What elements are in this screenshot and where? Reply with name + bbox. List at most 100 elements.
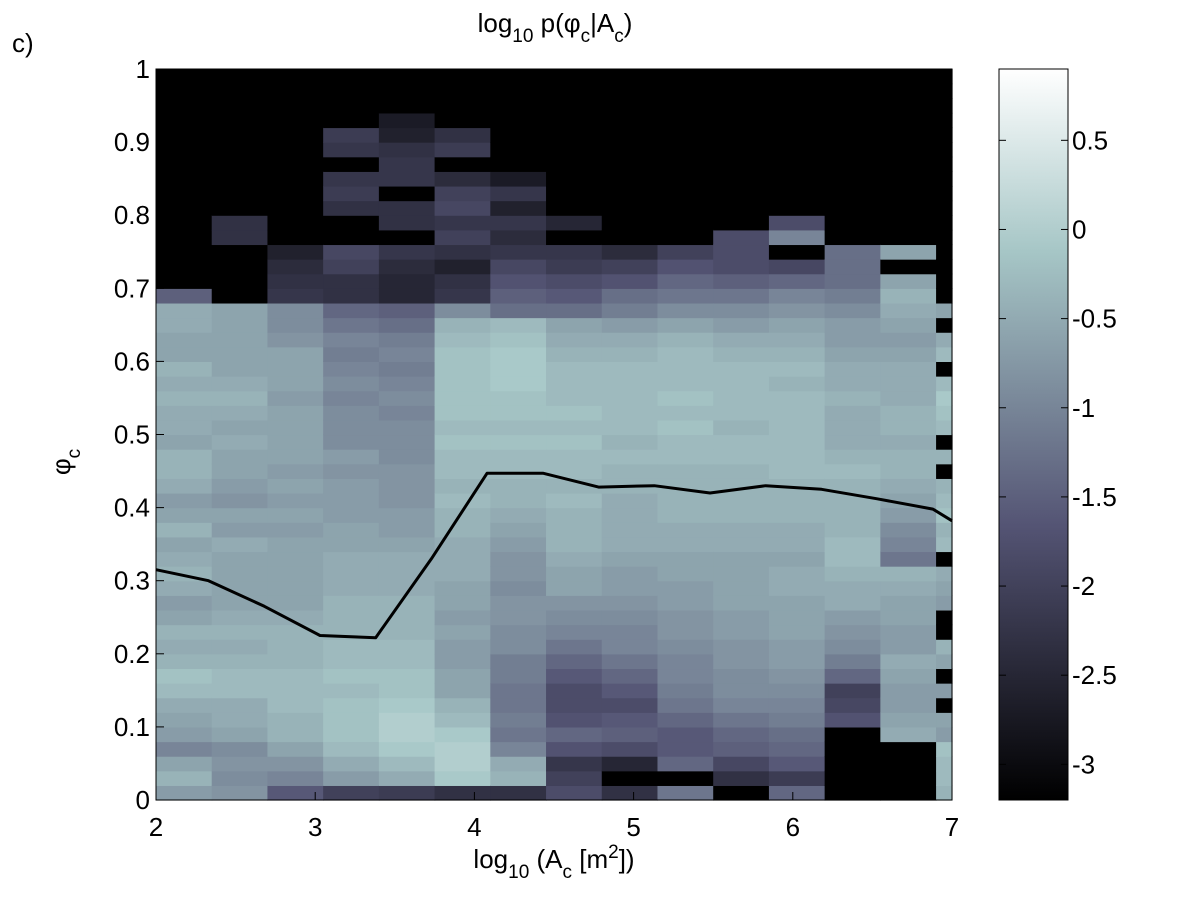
heatmap-cell [378, 492, 436, 509]
heatmap-cell [601, 127, 659, 143]
heatmap-cell [323, 785, 380, 801]
heatmap-cell [546, 390, 603, 406]
heatmap-cell [434, 726, 491, 743]
heatmap-cell [601, 463, 659, 479]
heatmap-cell [490, 434, 547, 450]
heatmap-cell [936, 317, 953, 333]
heatmap-cell [490, 390, 547, 406]
heatmap-cell [657, 244, 714, 260]
heatmap-cell [490, 185, 547, 202]
heatmap-cell [378, 405, 436, 421]
heatmap-cell [434, 127, 491, 143]
heatmap-cell [936, 536, 953, 553]
heatmap-cell [434, 551, 491, 567]
heatmap-cell [434, 785, 491, 801]
heatmap-cell [936, 215, 953, 231]
heatmap-cell [713, 185, 770, 202]
heatmap-cell [490, 288, 547, 304]
heatmap-cell [434, 463, 491, 479]
heatmap-cell [546, 624, 603, 640]
heatmap-cell [601, 639, 659, 655]
heatmap-cell [378, 522, 436, 538]
heatmap-cell [713, 361, 770, 377]
heatmap-cell [768, 376, 826, 392]
x-tick-label: 4 [467, 812, 481, 842]
heatmap-cell [880, 142, 937, 158]
heatmap-cell [546, 566, 603, 582]
heatmap-cell [657, 756, 714, 772]
heatmap-cell [434, 624, 491, 640]
x-tick-label: 3 [308, 812, 322, 842]
heatmap-cell [323, 156, 380, 172]
heatmap-cell [156, 288, 213, 304]
heatmap-cell [211, 229, 269, 246]
heatmap-cell [546, 142, 603, 158]
heatmap-cell [546, 668, 603, 684]
heatmap-cell [434, 273, 491, 289]
heatmap-cell [434, 259, 491, 275]
heatmap-cell [323, 419, 380, 436]
heatmap-cell [490, 273, 547, 289]
heatmap-cell [211, 302, 269, 319]
heatmap-cell [156, 244, 213, 260]
heatmap-cell [156, 639, 213, 655]
x-axis-ticks: 2 3 4 5 6 7 [149, 792, 959, 842]
heatmap-cell [880, 639, 937, 655]
heatmap-cell [323, 756, 380, 772]
heatmap-cell [490, 522, 547, 538]
heatmap-cell [434, 697, 491, 713]
heatmap-cell [323, 405, 380, 421]
heatmap-cell [490, 653, 547, 670]
heatmap-cell [713, 259, 770, 275]
heatmap-cell [323, 127, 380, 143]
heatmap-cell [880, 492, 937, 509]
heatmap-cell [546, 112, 603, 129]
heatmap-cell [434, 112, 491, 129]
heatmap-cell [211, 83, 269, 99]
heatmap-cell [323, 332, 380, 348]
heatmap-cell [880, 171, 937, 187]
heatmap-cell [824, 697, 881, 713]
heatmap-cell [768, 142, 826, 158]
heatmap-cell [211, 376, 269, 392]
heatmap-cell [434, 405, 491, 421]
heatmap-cell [211, 332, 269, 348]
heatmap-cell [490, 639, 547, 655]
heatmap-cell [211, 69, 269, 85]
heatmap-cell [267, 317, 324, 333]
heatmap-cell [880, 405, 937, 421]
heatmap-cell [156, 697, 213, 713]
heatmap-cell [768, 83, 826, 99]
heatmap-cell [156, 83, 213, 99]
heatmap-cell [880, 712, 937, 728]
heatmap-cell [323, 507, 380, 523]
heatmap-cell [713, 492, 770, 509]
heatmap-cell [434, 302, 491, 319]
heatmap-cell [713, 741, 770, 757]
heatmap-cell [601, 770, 659, 786]
heatmap-cell [323, 551, 380, 567]
heatmap-cell [936, 668, 953, 684]
heatmap-cell [880, 69, 937, 85]
heatmap-cell [434, 229, 491, 246]
heatmap-cell [936, 200, 953, 216]
heatmap-cell [546, 712, 603, 728]
heatmap-cell [713, 449, 770, 465]
heatmap-cell [434, 756, 491, 772]
heatmap-cell [601, 142, 659, 158]
heatmap-cell [434, 244, 491, 260]
heatmap-cell [824, 785, 881, 801]
heatmap-cell [601, 712, 659, 728]
heatmap-cell [601, 536, 659, 553]
heatmap-cell [824, 142, 881, 158]
heatmap-cell [880, 653, 937, 670]
heatmap-cell [824, 376, 881, 392]
heatmap-cell [434, 376, 491, 392]
heatmap-cell [657, 697, 714, 713]
heatmap-cell [378, 259, 436, 275]
heatmap-cell [434, 142, 491, 158]
heatmap-cell [601, 405, 659, 421]
heatmap-cell [601, 98, 659, 114]
heatmap-cell [657, 770, 714, 786]
heatmap-cell [713, 98, 770, 114]
